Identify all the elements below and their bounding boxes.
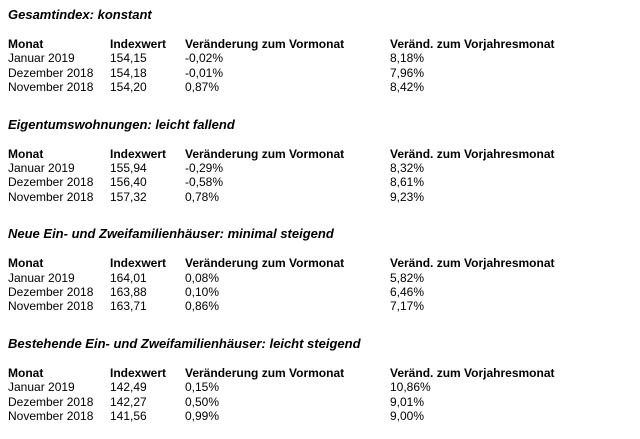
table-row: Dezember 2018 163,88 0,10% 6,46% bbox=[8, 285, 638, 299]
cell-indexwert: 157,32 bbox=[110, 189, 147, 204]
table-header-row: Monat Indexwert Veränderung zum Vormonat… bbox=[8, 366, 638, 380]
cell-vormonat: 0,15% bbox=[185, 380, 220, 395]
cell-vorjahr: 8,32% bbox=[390, 161, 425, 176]
cell-indexwert: 154,15 bbox=[110, 51, 147, 66]
column-header-indexwert: Indexwert bbox=[110, 365, 167, 380]
cell-vorjahr: 6,46% bbox=[390, 285, 425, 300]
index-table: Monat Indexwert Veränderung zum Vormonat… bbox=[8, 256, 638, 314]
table-row: Januar 2019 155,94 -0,29% 8,32% bbox=[8, 161, 638, 175]
column-header-monat: Monat bbox=[8, 146, 44, 161]
cell-vormonat: -0,29% bbox=[185, 161, 224, 176]
table-row: November 2018 141,56 0,99% 9,00% bbox=[8, 409, 638, 423]
section-title: Gesamtindex: konstant bbox=[8, 7, 152, 22]
section-neue-haeuser: Neue Ein- und Zweifamilienhäuser: minima… bbox=[8, 226, 640, 314]
cell-indexwert: 154,18 bbox=[110, 65, 147, 80]
cell-monat: Dezember 2018 bbox=[8, 285, 94, 300]
column-header-monat: Monat bbox=[8, 365, 44, 380]
section-eigentumswohnungen: Eigentumswohnungen: leicht fallend Monat… bbox=[8, 117, 640, 205]
column-header-vormonat: Veränderung zum Vormonat bbox=[185, 37, 345, 51]
cell-vorjahr: 10,86% bbox=[390, 380, 431, 395]
table-row: November 2018 154,20 0,87% 8,42% bbox=[8, 80, 638, 94]
cell-vorjahr: 8,18% bbox=[390, 51, 425, 66]
cell-monat: November 2018 bbox=[8, 299, 94, 314]
table-header-row: Monat Indexwert Veränderung zum Vormonat… bbox=[8, 37, 638, 51]
index-table: Monat Indexwert Veränderung zum Vormonat… bbox=[8, 37, 638, 95]
cell-vorjahr: 5,82% bbox=[390, 270, 425, 285]
column-header-vormonat: Veränderung zum Vormonat bbox=[185, 365, 345, 380]
section-title: Eigentumswohnungen: leicht fallend bbox=[8, 116, 235, 132]
cell-vorjahr: 7,17% bbox=[390, 299, 425, 314]
cell-vormonat: -0,58% bbox=[185, 175, 224, 190]
cell-monat: November 2018 bbox=[8, 189, 94, 204]
column-header-vorjahr: Veränd. zum Vorjahresmonat bbox=[390, 365, 555, 380]
cell-vormonat: 0,10% bbox=[185, 285, 220, 300]
column-header-vorjahr: Veränd. zum Vorjahresmonat bbox=[390, 256, 555, 271]
column-header-indexwert: Indexwert bbox=[110, 256, 167, 271]
cell-vorjahr: 8,42% bbox=[390, 80, 425, 95]
cell-vorjahr: 7,96% bbox=[390, 65, 425, 80]
cell-vormonat: -0,02% bbox=[185, 51, 224, 66]
table-row: Dezember 2018 142,27 0,50% 9,01% bbox=[8, 395, 638, 409]
cell-indexwert: 142,49 bbox=[110, 380, 147, 395]
index-table: Monat Indexwert Veränderung zum Vormonat… bbox=[8, 366, 638, 424]
cell-vormonat: 0,78% bbox=[185, 189, 220, 204]
cell-monat: Januar 2019 bbox=[8, 270, 75, 285]
table-row: Dezember 2018 156,40 -0,58% 8,61% bbox=[8, 175, 638, 189]
table-row: Dezember 2018 154,18 -0,01% 7,96% bbox=[8, 66, 638, 80]
cell-vorjahr: 9,23% bbox=[390, 189, 425, 204]
column-header-vormonat: Veränderung zum Vormonat bbox=[185, 146, 345, 161]
cell-monat: Dezember 2018 bbox=[8, 394, 94, 409]
table-row: November 2018 157,32 0,78% 9,23% bbox=[8, 190, 638, 204]
cell-indexwert: 164,01 bbox=[110, 270, 147, 285]
cell-vormonat: 0,08% bbox=[185, 270, 220, 285]
table-row: Januar 2019 142,49 0,15% 10,86% bbox=[8, 380, 638, 394]
table-row: Januar 2019 154,15 -0,02% 8,18% bbox=[8, 51, 638, 65]
cell-vorjahr: 9,00% bbox=[390, 409, 425, 424]
cell-monat: Januar 2019 bbox=[8, 380, 75, 395]
table-header-row: Monat Indexwert Veränderung zum Vormonat… bbox=[8, 256, 638, 270]
column-header-monat: Monat bbox=[8, 256, 44, 271]
cell-indexwert: 141,56 bbox=[110, 409, 147, 424]
cell-indexwert: 163,88 bbox=[110, 285, 147, 300]
column-header-indexwert: Indexwert bbox=[110, 146, 167, 161]
cell-indexwert: 155,94 bbox=[110, 161, 147, 176]
cell-monat: November 2018 bbox=[8, 409, 94, 424]
section-bestehende-haeuser: Bestehende Ein- und Zweifamilienhäuser: … bbox=[8, 336, 640, 424]
cell-indexwert: 154,20 bbox=[110, 80, 147, 95]
table-row: Januar 2019 164,01 0,08% 5,82% bbox=[8, 271, 638, 285]
column-header-indexwert: Indexwert bbox=[110, 37, 167, 51]
cell-indexwert: 156,40 bbox=[110, 175, 147, 190]
cell-vormonat: 0,50% bbox=[185, 394, 220, 409]
cell-vormonat: 0,86% bbox=[185, 299, 220, 314]
index-table: Monat Indexwert Veränderung zum Vormonat… bbox=[8, 147, 638, 205]
cell-indexwert: 163,71 bbox=[110, 299, 147, 314]
section-title: Neue Ein- und Zweifamilienhäuser: minima… bbox=[8, 226, 334, 242]
column-header-vorjahr: Veränd. zum Vorjahresmonat bbox=[390, 37, 555, 51]
cell-vormonat: -0,01% bbox=[185, 65, 224, 80]
cell-vormonat: 0,99% bbox=[185, 409, 220, 424]
cell-monat: Januar 2019 bbox=[8, 51, 75, 66]
table-header-row: Monat Indexwert Veränderung zum Vormonat… bbox=[8, 147, 638, 161]
cell-monat: Januar 2019 bbox=[8, 161, 75, 176]
cell-vorjahr: 9,01% bbox=[390, 394, 425, 409]
cell-vormonat: 0,87% bbox=[185, 80, 220, 95]
cell-monat: November 2018 bbox=[8, 80, 94, 95]
table-row: November 2018 163,71 0,86% 7,17% bbox=[8, 299, 638, 313]
cell-vorjahr: 8,61% bbox=[390, 175, 425, 190]
cell-monat: Dezember 2018 bbox=[8, 175, 94, 190]
report-page: Gesamtindex: konstant Monat Indexwert Ve… bbox=[8, 7, 640, 424]
column-header-vormonat: Veränderung zum Vormonat bbox=[185, 256, 345, 271]
column-header-vorjahr: Veränd. zum Vorjahresmonat bbox=[390, 146, 555, 161]
cell-monat: Dezember 2018 bbox=[8, 65, 94, 80]
column-header-monat: Monat bbox=[8, 37, 44, 51]
section-title: Bestehende Ein- und Zweifamilienhäuser: … bbox=[8, 335, 361, 351]
cell-indexwert: 142,27 bbox=[110, 394, 147, 409]
section-gesamtindex: Gesamtindex: konstant Monat Indexwert Ve… bbox=[8, 7, 640, 95]
